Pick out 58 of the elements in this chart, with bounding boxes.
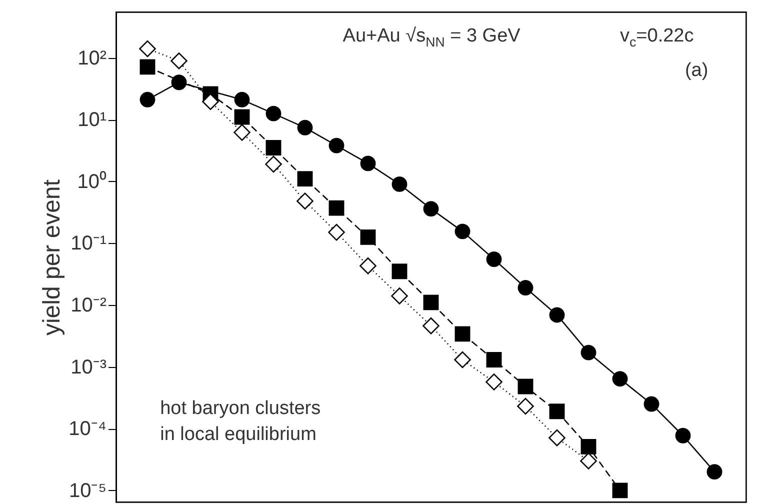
point <box>171 74 187 90</box>
point <box>549 307 565 323</box>
point <box>234 109 250 125</box>
point <box>486 252 502 267</box>
point <box>454 224 470 240</box>
point <box>139 40 156 58</box>
point <box>548 429 566 446</box>
point <box>518 378 534 394</box>
point <box>202 93 219 110</box>
point <box>266 106 282 122</box>
point <box>549 404 565 420</box>
point <box>140 92 156 108</box>
point <box>675 428 691 444</box>
point <box>392 176 408 192</box>
point <box>234 124 250 141</box>
point <box>518 280 534 296</box>
point <box>423 294 439 310</box>
point <box>486 352 502 368</box>
point <box>422 317 440 334</box>
point <box>454 326 470 342</box>
point <box>297 171 313 187</box>
point <box>360 257 376 274</box>
y-tick-label: 10⁰ <box>77 170 106 193</box>
point <box>170 52 188 70</box>
point <box>612 371 628 386</box>
point <box>391 288 408 304</box>
point <box>297 120 313 136</box>
y-tick-label: 10⁻² <box>70 294 107 317</box>
y-tick-label: 10⁻⁵ <box>68 480 106 502</box>
annotation: hot baryon clusters in local equilibrium <box>160 398 321 446</box>
point <box>454 351 471 368</box>
y-tick-label: 10² <box>78 47 107 70</box>
annotation: (a) <box>684 60 708 81</box>
point <box>612 482 628 498</box>
y-tick-label: 10¹ <box>78 109 107 132</box>
point <box>265 156 282 173</box>
point <box>486 374 502 390</box>
point <box>328 200 344 216</box>
y-axis-title: yield per event <box>38 179 66 336</box>
point <box>706 464 722 480</box>
point <box>296 192 314 210</box>
y-tick-label: 10⁻³ <box>70 356 107 378</box>
point <box>423 201 439 217</box>
y-tick-label: 10⁻⁴ <box>68 418 106 440</box>
point <box>328 224 345 241</box>
point <box>360 156 376 172</box>
point <box>266 140 282 156</box>
point <box>644 396 660 412</box>
point <box>140 59 156 75</box>
point <box>517 398 534 415</box>
point <box>392 264 408 280</box>
point <box>360 229 376 245</box>
point <box>328 138 344 154</box>
point <box>580 452 597 470</box>
point <box>580 344 596 360</box>
point <box>234 92 250 108</box>
point <box>580 438 596 454</box>
y-tick-label: 10⁻¹ <box>70 232 107 255</box>
